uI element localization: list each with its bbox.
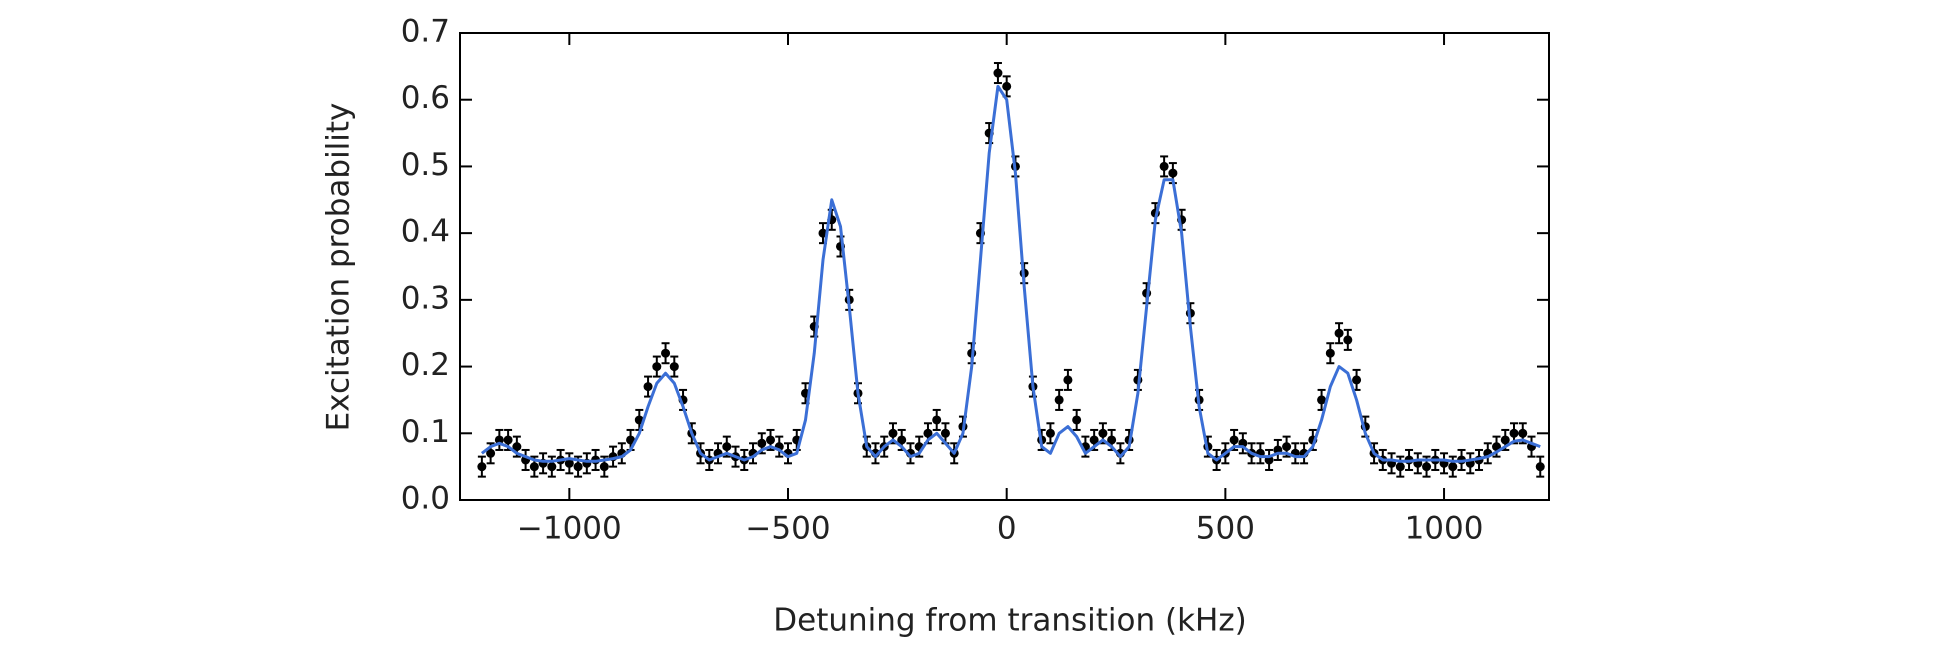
data-point <box>888 428 898 438</box>
data-point <box>1229 435 1239 445</box>
data-point <box>1089 435 1099 445</box>
data-point <box>722 442 732 452</box>
data-point <box>757 438 767 448</box>
data-point <box>1422 462 1432 472</box>
data-point <box>503 435 513 445</box>
fit-line <box>480 84 1541 463</box>
data-point <box>932 415 942 425</box>
data-point <box>1317 395 1327 405</box>
data-point <box>993 68 1003 78</box>
data-point <box>512 442 522 452</box>
data-point <box>1063 375 1073 385</box>
data-point <box>897 435 907 445</box>
y-tick-label: 0.2 <box>401 347 450 383</box>
data-point <box>1325 348 1335 358</box>
data-point <box>1500 435 1510 445</box>
y-tick-label: 0.6 <box>401 80 450 116</box>
data-point <box>1282 442 1292 452</box>
plot-frame <box>459 32 1550 501</box>
data-point <box>1054 395 1064 405</box>
x-tick-label: 500 <box>1196 511 1255 547</box>
data-point <box>940 428 950 438</box>
data-point <box>652 362 662 372</box>
data-point <box>1045 428 1055 438</box>
y-tick-label: 0.7 <box>401 14 450 50</box>
data-point <box>661 348 671 358</box>
data-point <box>766 435 776 445</box>
data-point <box>1107 435 1117 445</box>
x-tick-label: 0 <box>997 511 1017 547</box>
y-tick-label: 0.4 <box>401 214 450 250</box>
data-point <box>477 462 487 472</box>
data-point <box>643 382 653 392</box>
data-point <box>1395 462 1405 472</box>
y-tick-label: 0.5 <box>401 147 450 183</box>
data-point <box>1168 168 1178 178</box>
data-point <box>564 458 574 468</box>
data-point <box>547 462 557 472</box>
data-point <box>1509 428 1519 438</box>
data-point <box>1518 428 1528 438</box>
data-point <box>494 435 504 445</box>
data-point <box>669 362 679 372</box>
data-point <box>573 462 583 472</box>
x-tick-label: 1000 <box>1405 511 1484 547</box>
x-axis-label: Detuning from transition (kHz) <box>773 603 1246 639</box>
data-point <box>1072 415 1082 425</box>
data-point <box>1098 428 1108 438</box>
data-point <box>1448 462 1458 472</box>
y-tick-label: 0.0 <box>401 481 450 517</box>
y-tick-label: 0.3 <box>401 280 450 316</box>
data-point <box>529 462 539 472</box>
data-point <box>599 462 609 472</box>
x-tick-label: −1000 <box>517 511 622 547</box>
y-axis-label: Excitation probability <box>321 103 357 432</box>
x-tick-label: −500 <box>745 511 830 547</box>
data-point <box>1002 81 1012 91</box>
data-point <box>486 448 496 458</box>
y-tick-label: 0.1 <box>401 414 450 450</box>
data-point <box>1334 328 1344 338</box>
data-point <box>626 435 636 445</box>
plot-area <box>477 62 1545 478</box>
data-point <box>1352 375 1362 385</box>
data-point <box>1159 161 1169 171</box>
data-point <box>1343 335 1353 345</box>
data-point <box>923 428 933 438</box>
data-point <box>1535 462 1545 472</box>
